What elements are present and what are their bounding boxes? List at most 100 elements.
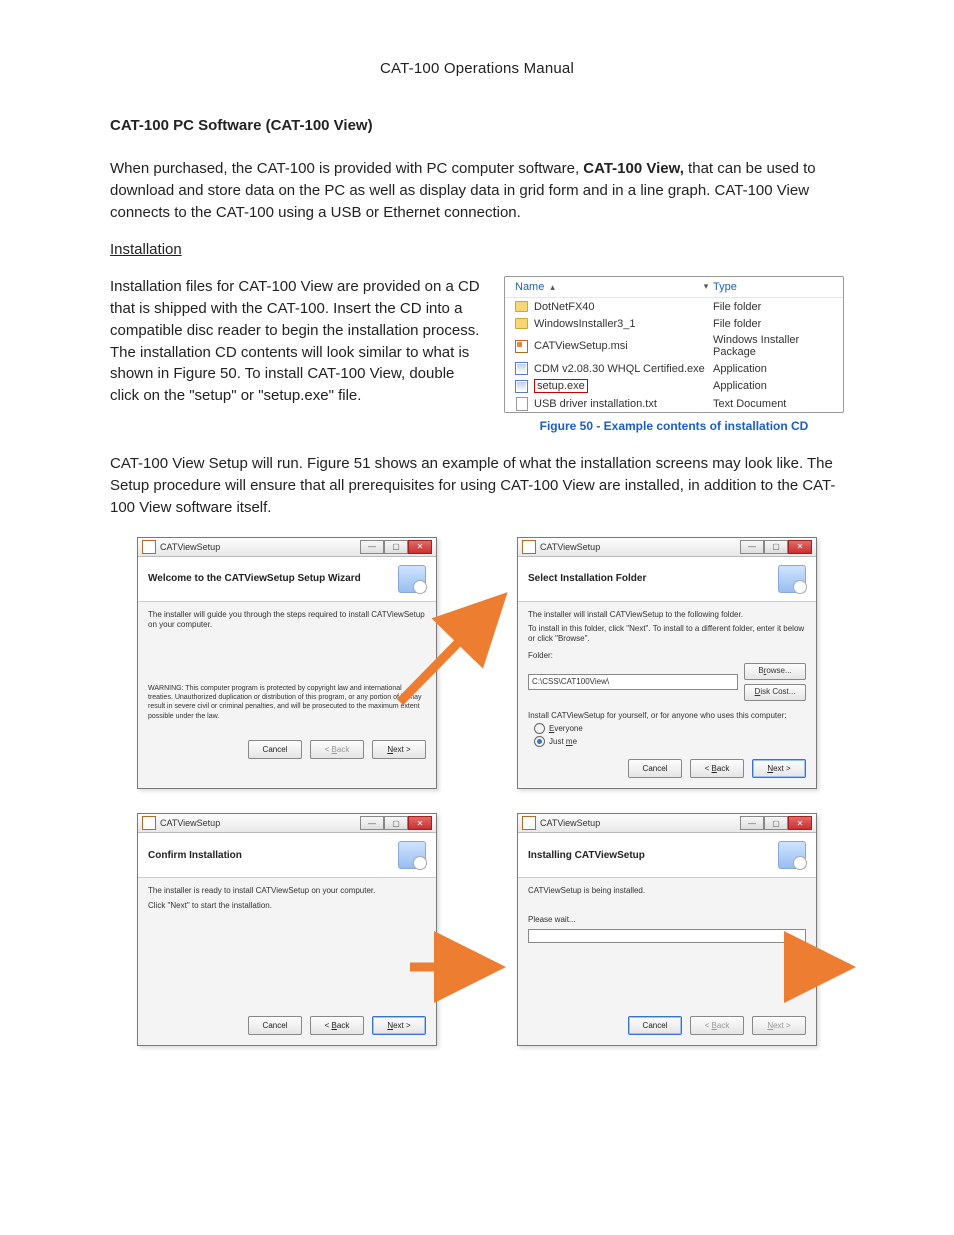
file-type: File folder xyxy=(713,301,833,313)
minimize-button[interactable]: — xyxy=(360,816,384,830)
installer-icon xyxy=(522,540,536,554)
cancel-button[interactable]: Cancel xyxy=(628,759,682,778)
back-button[interactable]: < Back xyxy=(690,759,744,778)
intro-pre: When purchased, the CAT-100 is provided … xyxy=(110,160,583,177)
folder-icon xyxy=(515,317,528,330)
radio-everyone[interactable]: Everyone xyxy=(534,723,806,734)
dlg3-body2: Click "Next" to start the installation. xyxy=(148,901,426,911)
file-type: Windows Installer Package xyxy=(713,334,833,358)
folder-label: Folder: xyxy=(528,651,806,661)
dlg4-body1: CATViewSetup is being installed. xyxy=(528,886,806,896)
file-row[interactable]: CDM v2.08.30 WHQL Certified.exe Applicati… xyxy=(505,360,843,377)
figure-50-caption: Figure 50 - Example contents of installa… xyxy=(504,419,844,433)
next-button: Next > xyxy=(752,1016,806,1035)
file-name: CATViewSetup.msi xyxy=(534,340,707,352)
file-type: File folder xyxy=(713,318,833,330)
install-for-label: Install CATViewSetup for yourself, or fo… xyxy=(528,711,806,721)
intro-paragraph: When purchased, the CAT-100 is provided … xyxy=(110,158,844,223)
txt-icon xyxy=(515,397,528,410)
next-button[interactable]: Next > xyxy=(752,759,806,778)
setup-graphic-icon xyxy=(398,565,426,593)
dlg1-warning: WARNING: This computer program is protec… xyxy=(148,684,426,720)
file-listing: Name▴ ▾ Type DotNetFX40File folderWindow… xyxy=(504,276,844,413)
minimize-button[interactable]: — xyxy=(740,540,764,554)
file-row[interactable]: setup.exe Application xyxy=(505,377,843,395)
file-type: Application xyxy=(713,380,833,392)
win-title: CATViewSetup xyxy=(160,542,356,552)
back-button[interactable]: < Back xyxy=(310,1016,364,1035)
close-button[interactable]: ✕ xyxy=(408,816,432,830)
installer-icon xyxy=(522,816,536,830)
dlg3-body1: The installer is ready to install CATVie… xyxy=(148,886,426,896)
msi-icon xyxy=(515,340,528,353)
file-name: USB driver installation.txt xyxy=(534,398,707,410)
wizard-confirm-window: CATViewSetup — ▢ ✕ Confirm Installation … xyxy=(137,813,437,1046)
back-button: < Back xyxy=(310,740,364,759)
maximize-button[interactable]: ▢ xyxy=(764,540,788,554)
close-button[interactable]: ✕ xyxy=(408,540,432,554)
dlg2-heading: Select Installation Folder xyxy=(528,573,778,584)
file-header: Name ▴ ▾ Type xyxy=(505,277,843,298)
app-icon xyxy=(515,380,528,393)
dlg4-heading: Installing CATViewSetup xyxy=(528,850,778,861)
maximize-button[interactable]: ▢ xyxy=(384,540,408,554)
maximize-button[interactable]: ▢ xyxy=(384,816,408,830)
installer-icon xyxy=(142,816,156,830)
dlg4-wait: Please wait... xyxy=(528,915,806,925)
file-name: WindowsInstaller3_1 xyxy=(534,318,707,330)
win-title: CATViewSetup xyxy=(540,542,736,552)
win-title: CATViewSetup xyxy=(540,818,736,828)
wizard-welcome-window: CATViewSetup — ▢ ✕ Welcome to the CATVie… xyxy=(137,537,437,790)
app-icon xyxy=(515,362,528,375)
doc-header: CAT-100 Operations Manual xyxy=(110,60,844,77)
dlg3-heading: Confirm Installation xyxy=(148,850,398,861)
installation-subhead: Installation xyxy=(110,241,844,258)
progress-bar xyxy=(528,929,806,943)
col-name[interactable]: Name xyxy=(515,281,544,293)
section-title: CAT-100 PC Software (CAT-100 View) xyxy=(110,117,844,134)
radio-icon xyxy=(534,736,545,747)
file-type: Application xyxy=(713,363,833,375)
next-button[interactable]: Next > xyxy=(372,740,426,759)
minimize-button[interactable]: — xyxy=(360,540,384,554)
browse-button[interactable]: Browse... xyxy=(744,663,806,680)
cancel-button[interactable]: Cancel xyxy=(248,740,302,759)
install-left-para: Installation files for CAT-100 View are … xyxy=(110,276,480,433)
file-name: CDM v2.08.30 WHQL Certified.exe xyxy=(534,363,707,375)
file-type: Text Document xyxy=(713,398,833,410)
para-after-figure: CAT-100 View Setup will run. Figure 51 s… xyxy=(110,453,844,518)
dlg2-body1: The installer will install CATViewSetup … xyxy=(528,610,806,620)
cancel-button[interactable]: Cancel xyxy=(248,1016,302,1035)
disk-cost-button[interactable]: Disk Cost... xyxy=(744,684,806,701)
installer-icon xyxy=(142,540,156,554)
file-row[interactable]: CATViewSetup.msi Windows Installer Packag… xyxy=(505,332,843,360)
file-row[interactable]: USB driver installation.txt Text Document xyxy=(505,395,843,412)
back-button: < Back xyxy=(690,1016,744,1035)
radio-justme[interactable]: Just me xyxy=(534,736,806,747)
file-name: DotNetFX40 xyxy=(534,301,707,313)
sort-caret-icon: ▴ xyxy=(550,282,555,292)
wizard-installing-window: CATViewSetup — ▢ ✕ Installing CATViewSet… xyxy=(517,813,817,1046)
installer-grid: CATViewSetup — ▢ ✕ Welcome to the CATVie… xyxy=(110,537,844,1047)
setup-graphic-icon xyxy=(778,565,806,593)
next-button[interactable]: Next > xyxy=(372,1016,426,1035)
folder-icon xyxy=(515,300,528,313)
col-type[interactable]: Type xyxy=(713,281,833,293)
close-button[interactable]: ✕ xyxy=(788,816,812,830)
setup-graphic-icon xyxy=(398,841,426,869)
setup-graphic-icon xyxy=(778,841,806,869)
win-title: CATViewSetup xyxy=(160,818,356,828)
file-name: setup.exe xyxy=(534,379,707,393)
file-row[interactable]: DotNetFX40 File folder xyxy=(505,298,843,315)
dlg1-body: The installer will guide you through the… xyxy=(148,610,426,631)
folder-path-input[interactable]: C:\CSS\CAT100View\ xyxy=(528,674,738,690)
file-row[interactable]: WindowsInstaller3_1 File folder xyxy=(505,315,843,332)
cancel-button[interactable]: Cancel xyxy=(628,1016,682,1035)
maximize-button[interactable]: ▢ xyxy=(764,816,788,830)
minimize-button[interactable]: — xyxy=(740,816,764,830)
dlg2-body2: To install in this folder, click "Next".… xyxy=(528,624,806,645)
dlg1-heading: Welcome to the CATViewSetup Setup Wizard xyxy=(148,573,398,584)
close-button[interactable]: ✕ xyxy=(788,540,812,554)
dropdown-icon[interactable]: ▾ xyxy=(699,281,713,293)
wizard-folder-window: CATViewSetup — ▢ ✕ Select Installation F… xyxy=(517,537,817,790)
